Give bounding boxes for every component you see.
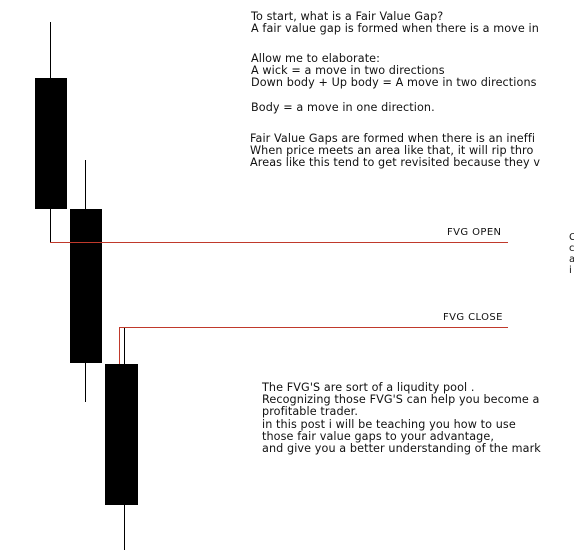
candle-1-body xyxy=(35,78,67,209)
summary-line: those fair value gaps to your advantage, xyxy=(262,429,495,443)
candle-2-body xyxy=(70,209,102,363)
elaborate-line: Down body + Up body = A move in two dire… xyxy=(251,76,537,90)
formation-line: When price meets an area like that, it w… xyxy=(250,144,534,158)
side-note-line: c xyxy=(569,243,574,254)
fvg-open-label: FVG OPEN xyxy=(447,227,502,238)
summary-line: Recognizing those FVG'S can help you bec… xyxy=(262,393,540,407)
elaborate-line: Body = a move in one direction. xyxy=(251,100,435,114)
formation-line: Areas like this tend to get revisited be… xyxy=(250,156,541,170)
elaborate-text: Allow me to elaborate: A wick = a move i… xyxy=(251,52,537,114)
candle-3-body xyxy=(105,364,138,505)
spacer xyxy=(251,90,537,102)
fvg-close-connector xyxy=(119,327,120,364)
intro-text: To start, what is a Fair Value Gap? A fa… xyxy=(251,10,539,36)
formation-text: Fair Value Gaps are formed when there is… xyxy=(250,132,541,170)
intro-line: To start, what is a Fair Value Gap? xyxy=(251,10,444,23)
side-note: C c a i xyxy=(569,232,574,276)
summary-text: The FVG'S are sort of a liqudity pool . … xyxy=(262,381,541,456)
side-note-line: i xyxy=(569,265,572,276)
intro-line: A fair value gap is formed when there is… xyxy=(251,22,539,36)
summary-line: and give you a better understanding of t… xyxy=(262,442,541,456)
elaborate-line: A wick = a move in two directions xyxy=(251,64,445,78)
side-note-line: a xyxy=(569,254,574,265)
elaborate-line: Allow me to elaborate: xyxy=(251,52,381,65)
summary-line: The FVG'S are sort of a liqudity pool . xyxy=(262,381,475,394)
formation-line: Fair Value Gaps are formed when there is… xyxy=(250,132,536,145)
side-note-line: C xyxy=(569,232,574,243)
summary-line: profitable trader. xyxy=(262,405,358,419)
fvg-close-label: FVG CLOSE xyxy=(443,312,503,323)
fvg-open-line xyxy=(50,242,508,243)
fvg-close-line xyxy=(119,327,508,328)
summary-line: in this post i will be teaching you how … xyxy=(262,417,516,431)
